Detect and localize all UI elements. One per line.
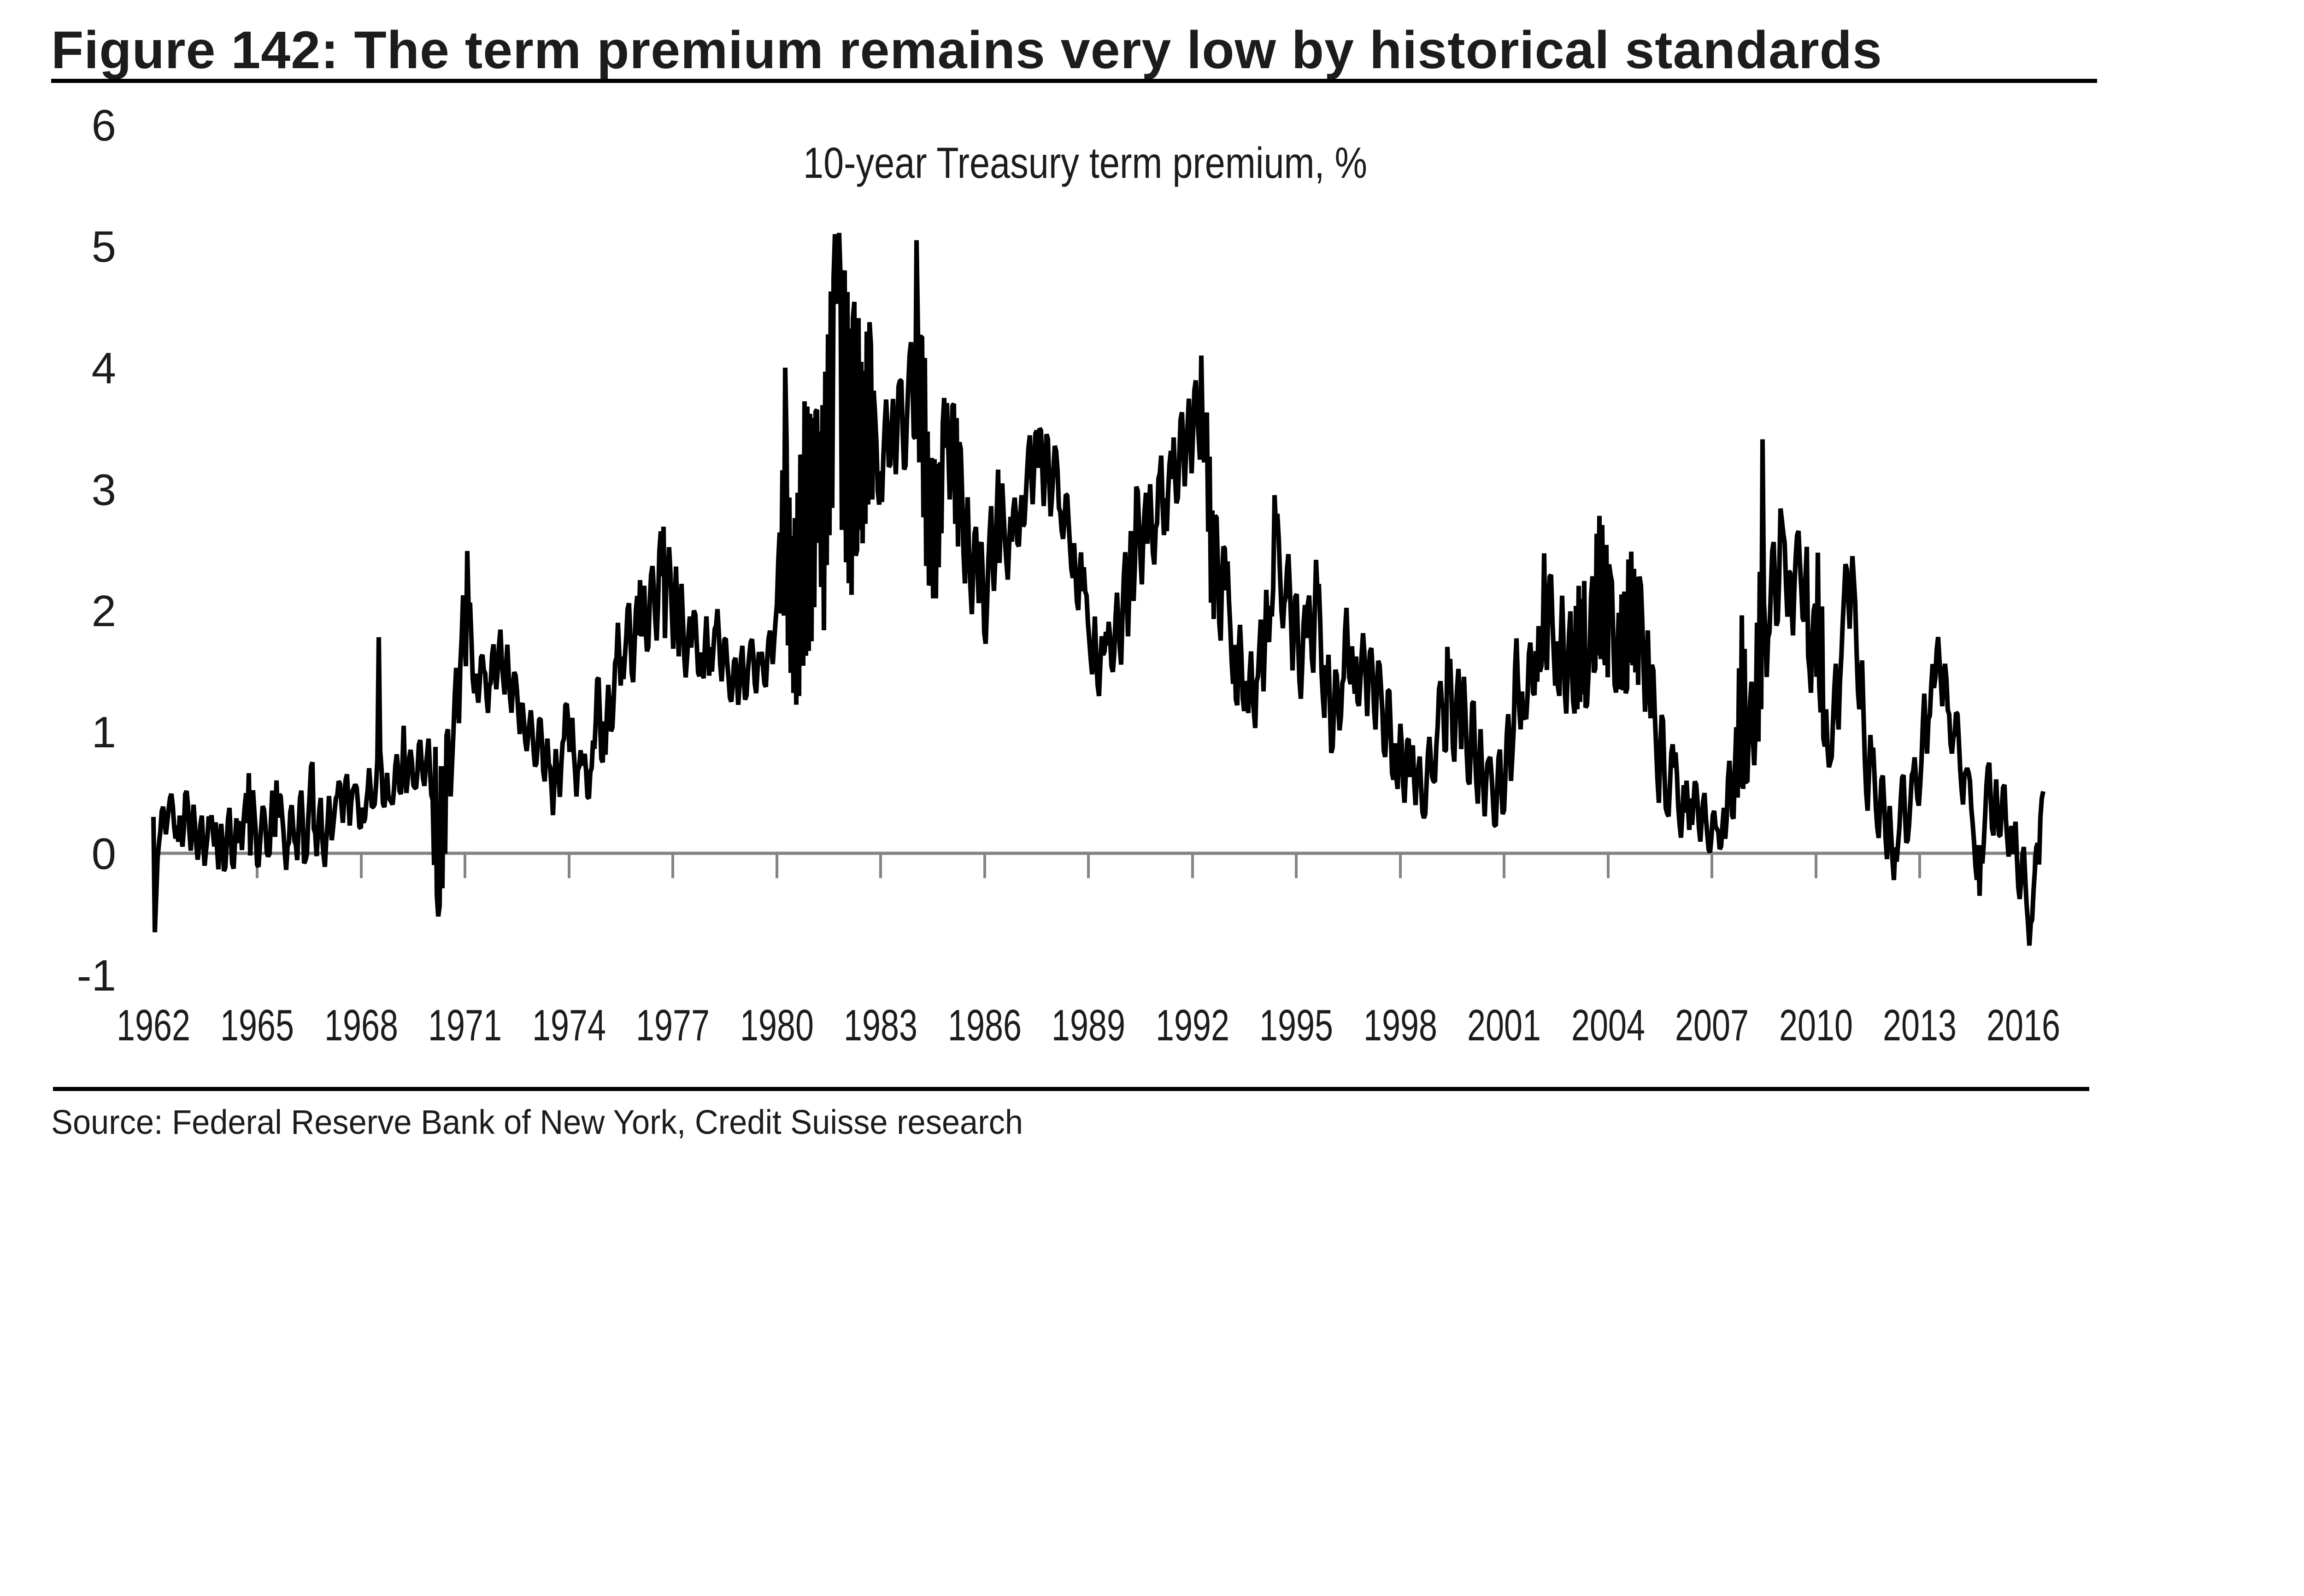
svg-text:2010: 2010 bbox=[1779, 1001, 1853, 1050]
svg-text:2: 2 bbox=[92, 587, 116, 636]
svg-text:1962: 1962 bbox=[117, 1001, 190, 1050]
svg-text:1980: 1980 bbox=[740, 1001, 814, 1050]
svg-text:4: 4 bbox=[92, 344, 116, 393]
svg-text:1983: 1983 bbox=[844, 1001, 917, 1050]
svg-text:1974: 1974 bbox=[532, 1001, 606, 1050]
svg-text:10-year Treasury term premium,: 10-year Treasury term premium, % bbox=[803, 139, 1367, 188]
svg-text:Source: Federal Reserve Bank o: Source: Federal Reserve Bank of New York… bbox=[51, 1103, 1023, 1141]
svg-text:1995: 1995 bbox=[1259, 1001, 1333, 1050]
svg-text:1971: 1971 bbox=[428, 1001, 502, 1050]
svg-text:1968: 1968 bbox=[324, 1001, 398, 1050]
svg-text:1989: 1989 bbox=[1052, 1001, 1125, 1050]
svg-text:2001: 2001 bbox=[1467, 1001, 1541, 1050]
svg-text:5: 5 bbox=[92, 222, 116, 271]
svg-text:2004: 2004 bbox=[1571, 1001, 1645, 1050]
svg-text:1: 1 bbox=[92, 708, 116, 757]
svg-text:1998: 1998 bbox=[1364, 1001, 1437, 1050]
svg-text:6: 6 bbox=[92, 101, 116, 150]
svg-text:2013: 2013 bbox=[1883, 1001, 1957, 1050]
svg-text:Figure 142: The term premium r: Figure 142: The term premium remains ver… bbox=[51, 21, 1882, 80]
svg-text:2016: 2016 bbox=[1987, 1001, 2060, 1050]
svg-text:0: 0 bbox=[92, 829, 116, 879]
svg-text:2007: 2007 bbox=[1675, 1001, 1749, 1050]
svg-text:1977: 1977 bbox=[636, 1001, 710, 1050]
svg-text:1992: 1992 bbox=[1156, 1001, 1229, 1050]
svg-text:3: 3 bbox=[92, 465, 116, 515]
svg-text:1986: 1986 bbox=[948, 1001, 1022, 1050]
svg-text:1965: 1965 bbox=[220, 1001, 294, 1050]
svg-text:-1: -1 bbox=[77, 951, 116, 1000]
